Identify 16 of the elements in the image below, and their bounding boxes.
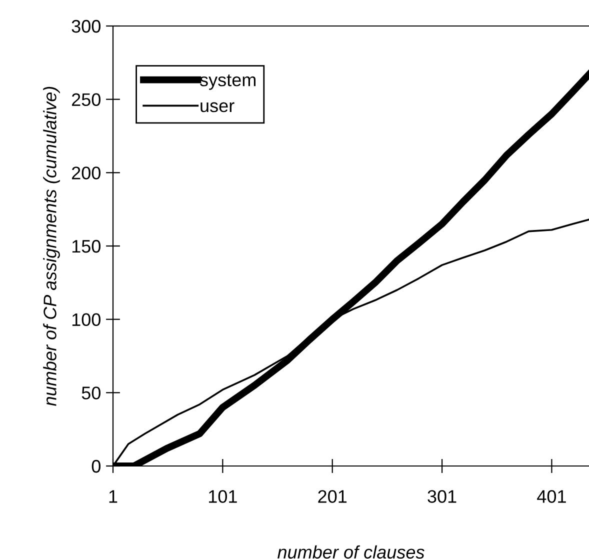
x-tick-label: 201 — [318, 490, 347, 503]
legend-label: system — [200, 74, 256, 90]
x-tick-label: 301 — [428, 490, 456, 503]
y-tick-label: 200 — [72, 166, 100, 180]
x-tick-label: 401 — [537, 490, 566, 503]
x-tick-label: 1 — [109, 490, 118, 503]
y-tick-label: 0 — [92, 460, 100, 473]
y-tick-label: 50 — [82, 386, 100, 400]
y-axis-title: number of CP assignments (cumulative) — [43, 86, 60, 406]
y-tick-label: 100 — [72, 313, 100, 326]
y-tick-label: 150 — [72, 240, 100, 253]
x-axis-title: number of clauses — [278, 545, 424, 559]
legend-label: user — [200, 102, 234, 112]
y-tick-label: 250 — [72, 93, 100, 106]
x-tick-label: 101 — [208, 490, 237, 503]
y-tick-label: 300 — [72, 20, 100, 33]
